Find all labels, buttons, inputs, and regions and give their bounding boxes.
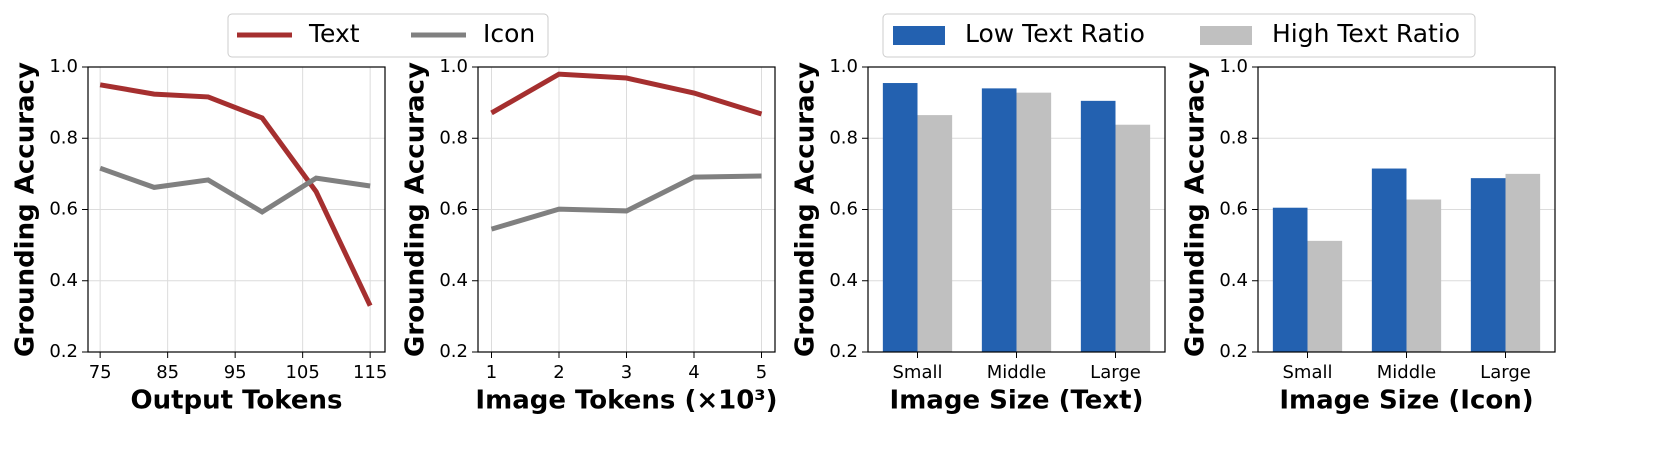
bar	[1307, 240, 1343, 352]
legend-swatch	[893, 26, 945, 45]
y-tick-label: 0.4	[829, 270, 858, 291]
y-axis-label: Grounding Accuracy	[401, 62, 431, 357]
legend-label: Text	[308, 19, 360, 48]
bar	[1371, 168, 1407, 352]
y-tick-label: 0.2	[829, 341, 858, 362]
y-tick-label: 0.6	[49, 199, 78, 220]
y-tick-label: 0.8	[49, 127, 78, 148]
y-tick-label: 0.4	[439, 270, 468, 291]
bar	[1016, 92, 1052, 353]
y-tick-label: 0.2	[1219, 341, 1248, 362]
bar	[1115, 124, 1151, 353]
x-tick-label: 1	[486, 362, 497, 383]
bar	[882, 83, 918, 352]
x-axis-label: Image Size (Icon)	[1279, 386, 1533, 416]
x-tick-label: 75	[89, 362, 112, 383]
x-tick-label: 2	[553, 362, 564, 383]
y-axis-label: Grounding Accuracy	[11, 62, 41, 357]
x-tick-label: 3	[621, 362, 632, 383]
y-tick-label: 1.0	[829, 56, 858, 77]
legend-box	[882, 13, 1476, 58]
plot-frame	[867, 66, 1166, 353]
y-tick-label: 1.0	[49, 56, 78, 77]
line	[490, 173, 762, 232]
x-tick-label: 85	[156, 362, 179, 383]
x-tick-label: 5	[756, 362, 767, 383]
x-axis-label: Image Tokens (×10³)	[475, 386, 777, 416]
line	[99, 82, 373, 307]
x-tick-label: Small	[893, 362, 943, 383]
y-tick-label: 1.0	[1219, 56, 1248, 77]
y-tick-label: 0.2	[439, 341, 468, 362]
bar	[981, 88, 1017, 352]
legend-box	[227, 13, 549, 58]
y-tick-label: 0.4	[1219, 270, 1248, 291]
x-tick-label: 95	[224, 362, 247, 383]
line	[99, 165, 371, 215]
y-tick-label: 0.6	[439, 199, 468, 220]
line	[490, 71, 763, 117]
y-tick-label: 0.4	[49, 270, 78, 291]
x-tick-label: Small	[1283, 362, 1333, 383]
legend-swatch	[1200, 26, 1252, 45]
legend-label: High Text Ratio	[1272, 19, 1460, 48]
x-axis-label: Output Tokens	[131, 386, 343, 416]
x-tick-label: 4	[688, 362, 699, 383]
plot-frame	[87, 66, 386, 353]
x-tick-label: 115	[353, 362, 387, 383]
legend-label: Low Text Ratio	[965, 19, 1145, 48]
bar	[1406, 199, 1442, 352]
y-tick-label: 0.8	[1219, 127, 1248, 148]
bar	[1470, 178, 1506, 352]
x-tick-label: Large	[1480, 362, 1531, 383]
bar	[1080, 100, 1116, 352]
bar	[1505, 173, 1541, 352]
y-tick-label: 0.8	[439, 127, 468, 148]
bar	[917, 115, 953, 352]
plot-frame	[1257, 66, 1556, 353]
x-tick-label: Middle	[987, 362, 1046, 383]
y-axis-label: Grounding Accuracy	[791, 62, 821, 357]
plot-frame	[477, 66, 776, 353]
y-axis-label: Grounding Accuracy	[1181, 62, 1211, 357]
x-axis-label: Image Size (Text)	[890, 386, 1144, 416]
x-tick-label: 105	[285, 362, 319, 383]
y-tick-label: 0.2	[49, 341, 78, 362]
y-tick-label: 0.6	[1219, 199, 1248, 220]
y-tick-label: 1.0	[439, 56, 468, 77]
y-tick-label: 0.6	[829, 199, 858, 220]
y-tick-label: 0.8	[829, 127, 858, 148]
legend-label: Icon	[483, 19, 535, 48]
x-tick-label: Middle	[1377, 362, 1436, 383]
bar	[1272, 207, 1308, 352]
x-tick-label: Large	[1090, 362, 1141, 383]
